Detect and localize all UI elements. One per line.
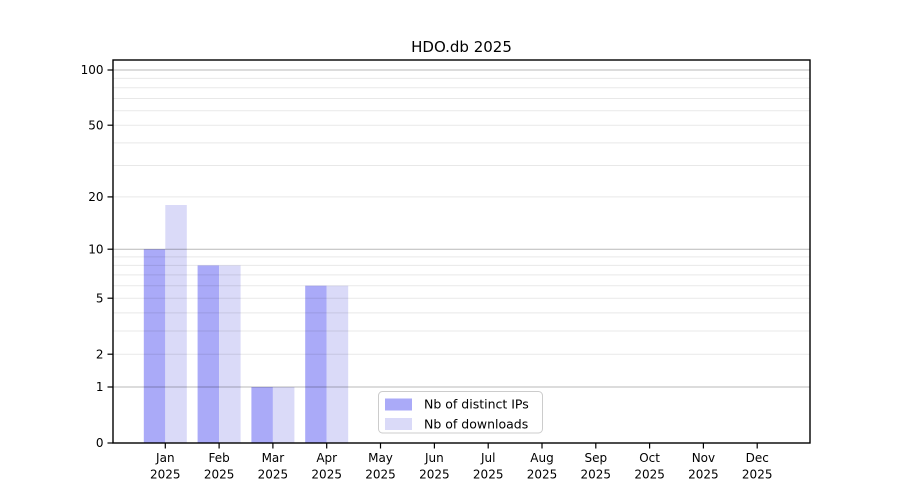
y-tick-label-2: 2	[96, 347, 104, 361]
legend: Nb of distinct IPs Nb of downloads	[378, 391, 543, 434]
x-tick-label-year-may: 2025	[365, 468, 396, 482]
x-tick-label-year-nov: 2025	[688, 468, 719, 482]
bar-nb-of-downloads-jan	[165, 205, 187, 443]
x-tick-label-month-dec: Dec	[746, 451, 769, 465]
axes-layer: 0 1 2 5 10 20 50 100 Jan 2025 Feb 2025 Mar 2025 Apr 202…	[81, 59, 811, 482]
x-tick-label-month-apr: Apr	[316, 451, 337, 465]
y-tick-label-5: 5	[96, 291, 104, 305]
legend-label-downloads: Nb of downloads	[424, 417, 528, 432]
bars-layer	[143, 205, 349, 443]
x-tick-label-year-jan: 2025	[150, 468, 181, 482]
legend-box	[378, 391, 543, 434]
x-tick-label-month-may: May	[368, 451, 393, 465]
y-tick-label-50: 50	[88, 118, 103, 132]
x-tick-label-month-nov: Nov	[692, 451, 715, 465]
legend-swatch-downloads	[385, 418, 412, 430]
x-tick-label-year-mar: 2025	[258, 468, 289, 482]
bar-nb-of-distinct-ips-apr	[305, 285, 327, 443]
legend-label-distinct-ips: Nb of distinct IPs	[424, 397, 529, 412]
x-tick-label-month-feb: Feb	[208, 451, 229, 465]
y-tick-label-100: 100	[81, 63, 104, 77]
x-tick-label-year-dec: 2025	[742, 468, 773, 482]
bar-nb-of-downloads-apr	[326, 285, 349, 443]
x-tick-label-year-aug: 2025	[527, 468, 558, 482]
y-tick-label-1: 1	[96, 380, 104, 394]
bar-nb-of-distinct-ips-feb	[197, 265, 220, 443]
x-tick-label-month-jun: Jun	[424, 451, 444, 465]
y-tick-label-0: 0	[96, 436, 104, 450]
x-tick-label-month-aug: Aug	[530, 451, 553, 465]
x-tick-label-year-apr: 2025	[311, 468, 342, 482]
plot-frame	[112, 59, 811, 444]
bar-nb-of-downloads-mar	[272, 387, 295, 443]
x-tick-label-month-jan: Jan	[155, 451, 175, 465]
bar-nb-of-distinct-ips-jan	[143, 249, 166, 443]
y-tick-label-20: 20	[88, 190, 103, 204]
bar-nb-of-distinct-ips-mar	[251, 387, 273, 443]
bar-nb-of-downloads-feb	[219, 265, 241, 443]
legend-swatch-distinct-ips	[385, 398, 412, 411]
x-tick-label-year-jul: 2025	[473, 468, 504, 482]
x-tick-label-year-jun: 2025	[419, 468, 450, 482]
x-tick-label-month-sep: Sep	[584, 451, 607, 465]
chart-title: HDO.db 2025	[411, 38, 512, 56]
x-tick-label-year-sep: 2025	[581, 468, 612, 482]
x-tick-label-year-feb: 2025	[204, 468, 235, 482]
y-tick-label-10: 10	[88, 242, 103, 256]
x-tick-label-year-oct: 2025	[634, 468, 665, 482]
x-tick-label-month-jul: Jul	[480, 451, 495, 465]
grid-layer	[113, 69, 810, 388]
x-tick-label-month-mar: Mar	[262, 451, 285, 465]
x-tick-label-month-oct: Oct	[639, 451, 660, 465]
